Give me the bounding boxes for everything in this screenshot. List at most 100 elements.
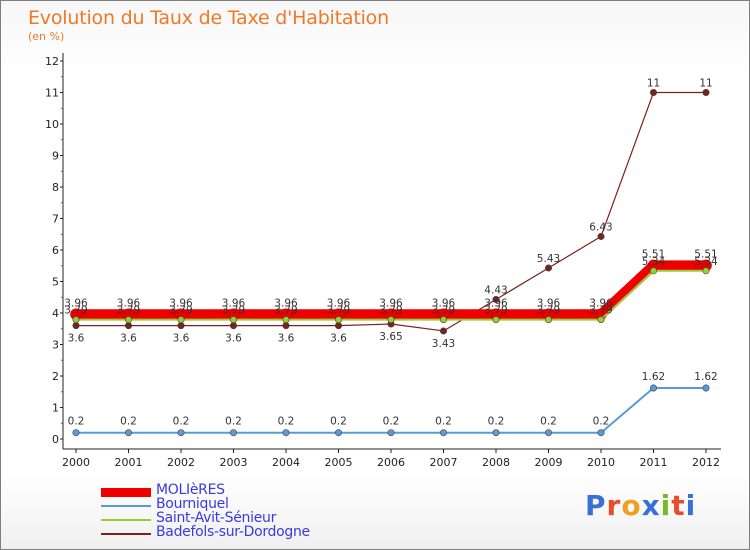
series-bourniquel [72,384,710,437]
data-point [230,429,238,437]
data-label: 3.6 [68,333,85,345]
data-point [702,267,710,275]
data-label: 3.96 [64,297,88,309]
legend-label: Badefols-sur-Dordogne [156,524,310,540]
data-label: 3.96 [222,297,246,309]
data-label: 5.34 [694,256,718,268]
data-point [125,316,133,324]
data-point [72,316,80,324]
data-point [439,429,447,437]
x-tick-label: 2006 [377,456,405,469]
data-point [125,429,133,437]
logo-letter: x [641,489,661,522]
logo-letter: i [685,489,697,522]
data-point [282,322,290,330]
y-tick-label: 12 [45,55,59,68]
data-label: 3.79 [432,305,455,317]
x-tick-label: 2007 [430,456,458,469]
logo-letter: o [621,489,642,522]
data-point [649,384,657,392]
data-label: 3.43 [432,338,455,350]
data-label: 4.43 [484,284,507,296]
data-point [230,316,238,324]
data-label: 3.96 [537,297,561,309]
legend-swatch [101,505,151,507]
data-point [334,429,342,437]
data-label: 1.62 [694,371,717,383]
data-label: 11 [699,78,712,90]
x-tick-label: 2008 [482,456,510,469]
legend-swatch [101,533,151,535]
data-label: 0.2 [330,416,347,428]
legend-label: MOLIèRES [156,482,225,498]
data-point [597,429,605,437]
series-line [76,91,706,332]
data-label: 3.79 [117,305,140,317]
logo-letter: t [671,489,686,522]
legend-label: Saint-Avit-Sénieur [156,510,277,526]
data-label: 3.96 [484,297,508,309]
x-tick-label: 2003 [220,456,248,469]
data-label: 3.96 [274,297,298,309]
data-point [334,322,342,330]
logo-letter: i [660,489,672,522]
data-point [492,316,500,324]
x-tick-label: 2009 [535,456,563,469]
data-point [492,295,500,303]
data-label: 3.79 [537,305,560,317]
y-tick-label: 7 [52,213,59,226]
data-point [230,322,238,330]
data-label: 3.6 [278,333,295,345]
series-layer [70,89,712,437]
data-label: 3.6 [120,333,137,345]
y-tick-label: 5 [52,276,59,289]
data-point [177,429,185,437]
data-point [439,316,447,324]
legend-label: Bourniquel [156,496,229,512]
data-label: 3.96 [169,297,193,309]
logo-letter: r [606,489,622,522]
series-moli-res [70,259,712,321]
data-label: 3.6 [225,333,242,345]
x-tick-label: 2001 [115,456,143,469]
data-label: 0.2 [593,416,610,428]
data-label: 3.79 [169,305,192,317]
data-label: 3.6 [173,333,190,345]
data-point [649,267,657,275]
y-tick-label: 3 [52,339,59,352]
y-tick-label: 9 [52,150,59,163]
x-tick-label: 2002 [167,456,195,469]
data-label: 5.51 [642,248,665,260]
data-label: 1.62 [642,371,665,383]
data-label: 6.43 [589,221,612,233]
data-label: 3.79 [484,305,507,317]
x-tick-label: 2004 [272,456,300,469]
data-label: 0.2 [278,416,295,428]
data-point [282,429,290,437]
x-tick-label: 2005 [325,456,353,469]
data-label: 3.79 [589,305,612,317]
data-label: 0.2 [173,416,190,428]
data-label: 3.79 [327,305,350,317]
data-point [649,89,657,97]
data-point [387,429,395,437]
data-label: 5.51 [694,248,717,260]
data-point [544,264,552,272]
data-point [544,316,552,324]
series-saint-avit-s-nieur [72,267,710,324]
data-label: 3.96 [589,297,613,309]
y-tick-label: 8 [52,181,59,194]
data-label: 3.79 [379,305,402,317]
data-labels: 3.96 3.96 3.96 3.96 3.96 3.96 3.96 3.96 3.96 3.96… [64,78,718,428]
data-point [334,316,342,324]
data-label: 0.2 [225,416,242,428]
data-point [702,89,710,97]
data-label: 0.2 [383,416,400,428]
data-point [544,429,552,437]
logo-letter: P [585,489,607,522]
y-tick-label: 2 [52,370,59,383]
data-point [177,316,185,324]
x-tick-label: 2012 [692,456,720,469]
